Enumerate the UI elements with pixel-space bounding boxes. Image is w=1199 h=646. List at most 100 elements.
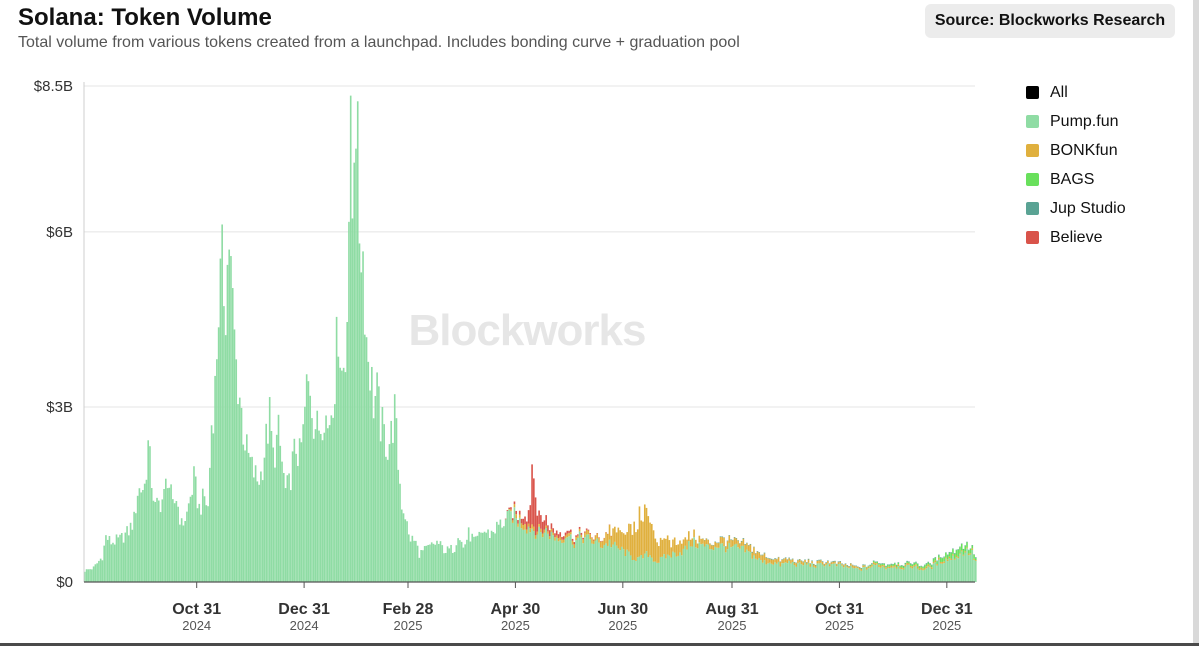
bar-bonkfun [913, 565, 915, 567]
bar-pump-fun [929, 567, 931, 582]
bar-pump-fun [952, 555, 954, 582]
bar-pump-fun [177, 506, 179, 582]
bar-bonkfun [585, 529, 588, 535]
legend-item[interactable]: Believe [1026, 223, 1126, 252]
bar-pump-fun [793, 565, 796, 582]
bar-bonkfun [779, 561, 782, 567]
bar-bonkfun [967, 553, 970, 556]
bar-pump-fun [770, 563, 773, 582]
bar-pump-fun [645, 551, 648, 582]
bar-bonkfun [689, 539, 692, 547]
bar-bags [895, 565, 898, 568]
bar-pump-fun [522, 529, 525, 582]
bar-bonkfun [853, 566, 856, 569]
bar-bonkfun [813, 564, 815, 567]
bar-jup-studio [952, 548, 954, 550]
bar-pump-fun [964, 552, 967, 582]
bar-pump-fun [267, 443, 269, 582]
bar-bags [960, 544, 963, 551]
bar-pump-fun [205, 505, 208, 582]
bar-pump-fun [665, 558, 667, 582]
bar-believe [533, 478, 535, 527]
bar-bags [909, 563, 912, 566]
bar-bonkfun [869, 566, 871, 568]
bar-bonkfun [754, 553, 757, 559]
bar-believe [589, 533, 591, 535]
bar-pump-fun [857, 568, 859, 582]
bar-pump-fun [120, 533, 123, 582]
bar-bonkfun [904, 564, 907, 567]
bar-believe [580, 532, 583, 535]
bar-jup-studio [925, 563, 928, 564]
bar-believe [550, 523, 553, 529]
bar-pump-fun [504, 519, 507, 582]
bar-jup-studio [783, 558, 785, 559]
bar-bonkfun [682, 539, 685, 549]
y-tick-label: $8.5B [34, 78, 73, 95]
bar-pump-fun [788, 560, 790, 582]
bar-pump-fun [238, 397, 241, 582]
bar-pump-fun [726, 549, 729, 582]
bar-believe [592, 539, 595, 541]
y-tick-label: $3B [46, 399, 73, 416]
bar-pump-fun [967, 555, 970, 582]
bar-pump-fun [152, 500, 155, 582]
bar-pump-fun [691, 546, 694, 582]
bar-pump-fun [186, 511, 188, 582]
bar-pump-fun [490, 530, 493, 582]
legend-item[interactable]: BAGS [1026, 165, 1126, 194]
bar-pump-fun [756, 559, 759, 582]
bar-pump-fun [404, 519, 407, 582]
legend-label: Believe [1050, 228, 1103, 246]
bar-bags [959, 547, 961, 554]
bar-pump-fun [534, 538, 537, 582]
bar-pump-fun [735, 543, 738, 582]
bar-pump-fun [390, 420, 393, 582]
legend-item[interactable]: All [1026, 78, 1126, 107]
x-tick-label: Oct 31 [172, 601, 221, 618]
bar-jup-studio [938, 554, 940, 556]
bar-jup-studio [878, 563, 880, 564]
x-tick-year: 2024 [182, 618, 211, 633]
bar-pump-fun [385, 456, 387, 582]
bar-bonkfun [828, 564, 831, 567]
bar-bonkfun [925, 566, 928, 569]
bar-bonkfun [763, 553, 766, 561]
bar-pump-fun [258, 484, 260, 582]
bar-pump-fun [360, 272, 363, 582]
bar-pump-fun [703, 546, 706, 582]
bar-pump-fun [335, 316, 338, 582]
bar-pump-fun [307, 381, 310, 582]
bar-pump-fun [832, 563, 834, 582]
bar-pump-fun [131, 529, 134, 582]
bar-pump-fun [904, 566, 907, 582]
bar-pump-fun [233, 329, 236, 582]
bar-pump-fun [673, 552, 676, 582]
bar-pump-fun [608, 539, 611, 582]
bar-bonkfun [721, 536, 724, 544]
bar-pump-fun [930, 568, 933, 582]
bar-bonkfun [525, 529, 528, 534]
bar-bonkfun [679, 540, 681, 553]
bar-bonkfun [858, 567, 861, 570]
legend-item[interactable]: Jup Studio [1026, 194, 1126, 223]
bar-bonkfun [628, 523, 630, 552]
bar-bonkfun [649, 522, 651, 556]
bar-bonkfun [772, 559, 775, 565]
bar-pump-fun [265, 423, 267, 582]
bar-jup-studio [781, 559, 783, 560]
bar-pump-fun [341, 370, 343, 582]
bar-pump-fun [423, 546, 426, 582]
bar-pump-fun [626, 549, 628, 582]
bar-believe [527, 510, 530, 524]
legend-item[interactable]: BONKfun [1026, 136, 1126, 165]
legend-item[interactable]: Pump.fun [1026, 107, 1126, 136]
bar-pump-fun [226, 264, 229, 582]
bar-pump-fun [399, 483, 401, 582]
bar-bonkfun [849, 563, 852, 566]
bar-pump-fun [541, 537, 544, 582]
bar-pump-fun [594, 540, 597, 582]
bar-pump-fun [946, 561, 949, 582]
bar-pump-fun [717, 547, 720, 582]
